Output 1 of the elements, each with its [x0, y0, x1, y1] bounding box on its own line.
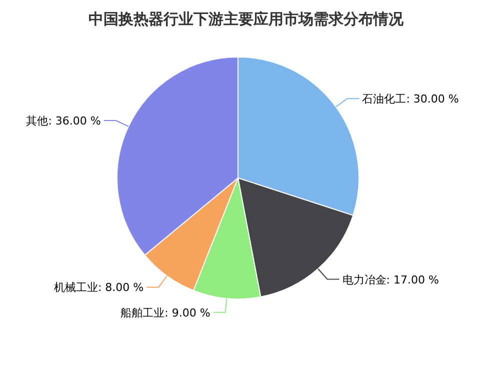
title: 中国换热器行业下游主要应用市场需求分布情况 [88, 10, 404, 28]
